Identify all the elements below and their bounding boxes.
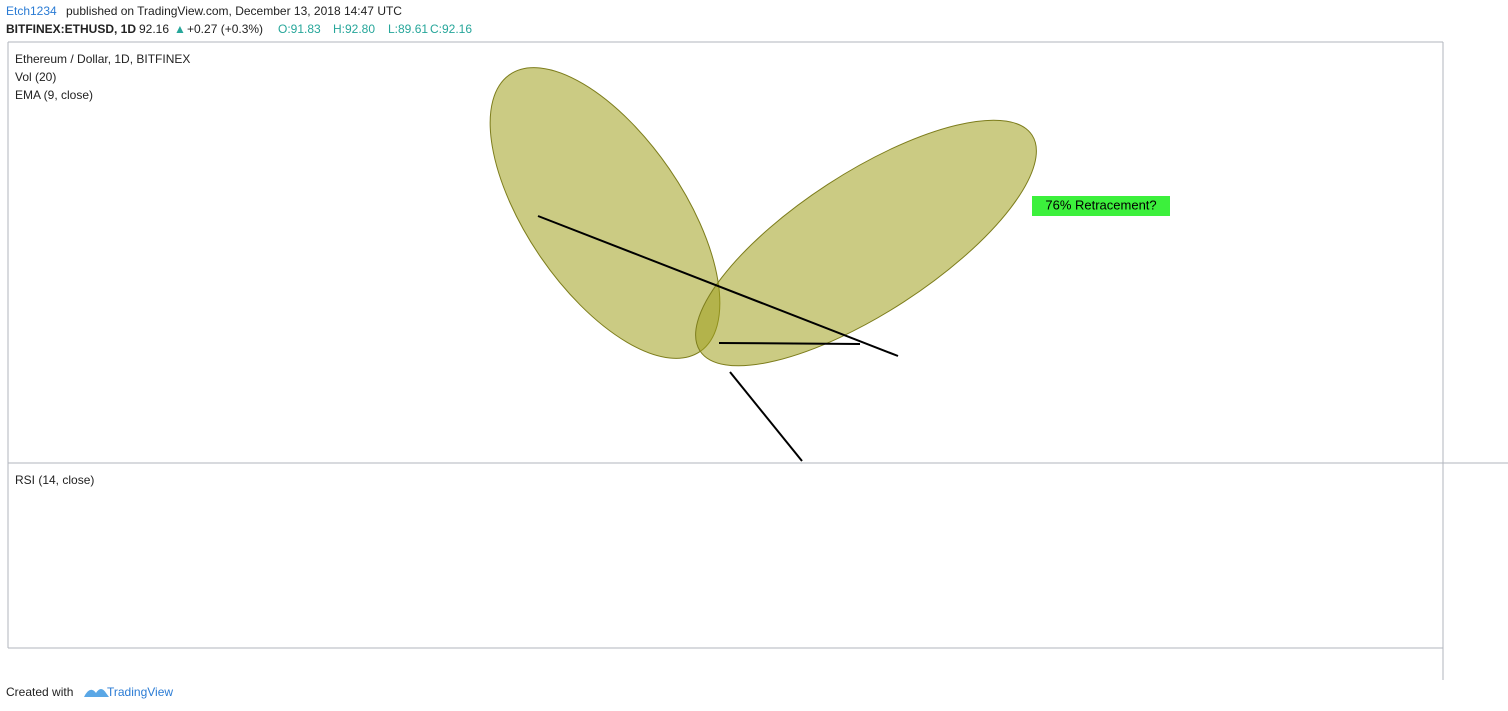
published: published on TradingView.com, December 1… (66, 4, 402, 18)
trend-line (718, 342, 861, 345)
change-arrow: ▲ (174, 22, 186, 36)
frame (7, 41, 1508, 680)
annotation: 76% Retracement? (1045, 197, 1156, 212)
low: L:89.61 (388, 22, 428, 36)
open: O:91.83 (278, 22, 321, 36)
footer-created: Created with (6, 685, 73, 699)
drawings: 76% Retracement? (489, 67, 1170, 462)
change: +0.27 (+0.3%) (187, 22, 263, 36)
symbol: BITFINEX:ETHUSD, 1D (6, 22, 136, 36)
trend-line (537, 215, 899, 357)
footer: Created with TradingView (6, 685, 173, 699)
ellipse (695, 119, 1037, 367)
last-price: 92.16 (139, 22, 169, 36)
legend-volume: Vol (20) (15, 70, 56, 84)
legend-ema: EMA (9, close) (15, 88, 93, 102)
annotation-box (1032, 196, 1170, 216)
close: C:92.16 (430, 22, 472, 36)
legend: Ethereum / Dollar, 1D, BITFINEX Vol (20)… (15, 52, 190, 487)
rsi-title: RSI (14, close) (15, 473, 94, 487)
trend-line (729, 371, 803, 462)
header: Etch1234 published on TradingView.com, D… (6, 4, 472, 36)
logo (84, 689, 109, 697)
footer-brand[interactable]: TradingView (107, 685, 173, 699)
legend-symbol: Ethereum / Dollar, 1D, BITFINEX (15, 52, 190, 66)
high: H:92.80 (333, 22, 375, 36)
author[interactable]: Etch1234 (6, 4, 57, 18)
